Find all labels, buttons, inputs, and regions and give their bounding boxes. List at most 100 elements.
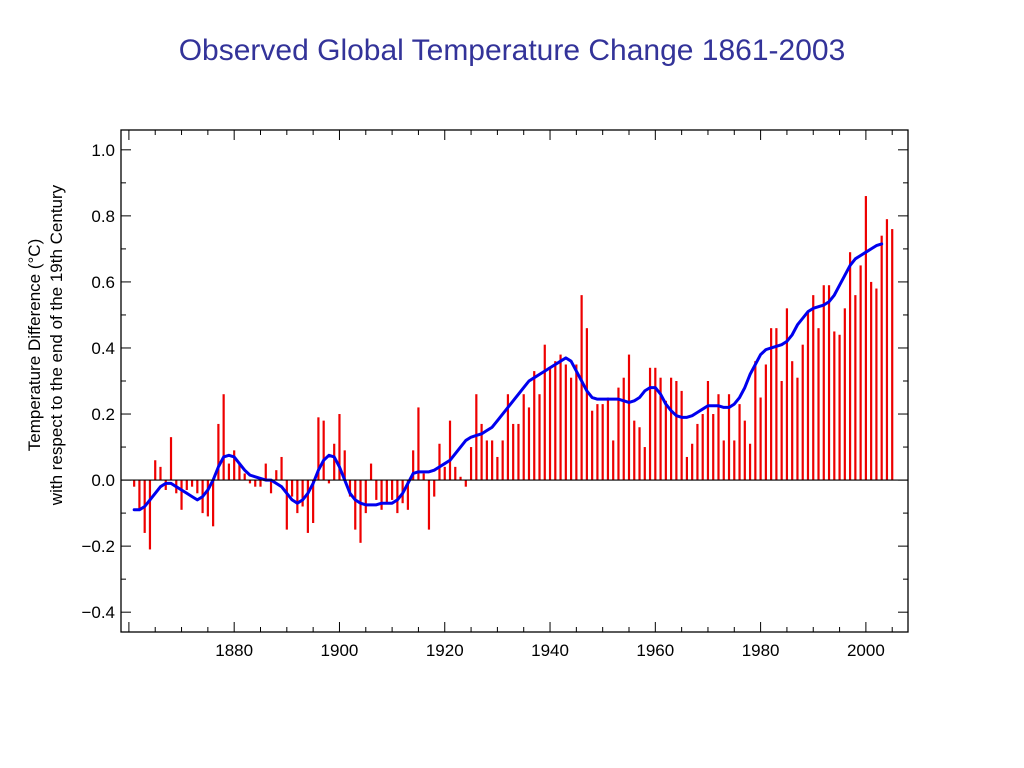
- bar-1935: [522, 394, 525, 481]
- bar-1893: [301, 480, 304, 507]
- y-tick-label: 0.2: [91, 405, 115, 424]
- bar-1862: [138, 480, 141, 510]
- bar-1891: [290, 480, 294, 497]
- bar-1923: [459, 476, 462, 481]
- bar-2001: [870, 281, 873, 481]
- bar-1981: [764, 364, 767, 481]
- bar-1952: [612, 440, 615, 481]
- bar-1877: [217, 423, 220, 481]
- bar-1883: [248, 480, 252, 484]
- bar-1896: [317, 417, 320, 481]
- bar-1918: [433, 480, 436, 497]
- bar-1897: [322, 420, 325, 481]
- bar-1974: [727, 394, 731, 481]
- x-tick-label: 2000: [847, 641, 885, 660]
- bar-1872: [190, 480, 194, 487]
- bar-1950: [601, 404, 604, 481]
- bar-1995: [838, 334, 841, 481]
- bar-1945: [575, 364, 578, 481]
- y-tick-label: 0.8: [91, 207, 115, 226]
- bar-1932: [506, 394, 510, 481]
- bar-1924: [464, 480, 467, 487]
- bar-1894: [306, 480, 309, 533]
- bar-1971: [712, 414, 715, 481]
- bar-1967: [691, 443, 694, 481]
- bar-1937: [533, 371, 536, 481]
- bar-1884: [254, 480, 257, 487]
- bar-1996: [843, 308, 846, 481]
- bar-1871: [185, 480, 188, 490]
- bar-1955: [627, 354, 631, 481]
- bar-1973: [722, 440, 725, 481]
- bar-1976: [738, 404, 741, 481]
- bar-1873: [196, 480, 199, 494]
- bar-1919: [438, 443, 441, 481]
- y-axis-title: Temperature Difference (°C) with respect…: [25, 184, 66, 506]
- bar-1954: [622, 377, 625, 481]
- bar-1941: [554, 361, 557, 481]
- bar-1964: [675, 381, 678, 481]
- bars-layer: [133, 196, 894, 550]
- bar-1934: [517, 423, 520, 481]
- bar-1917: [427, 480, 431, 530]
- y-tick-label: 1.0: [91, 141, 115, 160]
- bar-2002: [875, 288, 878, 481]
- bar-1892: [296, 480, 299, 514]
- y-axis-title-line2: with respect to the end of the 19th Cent…: [47, 184, 66, 506]
- bar-1972: [717, 394, 720, 481]
- bar-1961: [659, 377, 662, 481]
- bar-1925: [469, 447, 473, 481]
- bar-1947: [585, 328, 588, 481]
- bar-1879: [227, 463, 231, 481]
- bar-1904: [359, 480, 362, 543]
- bar-1940: [548, 367, 552, 481]
- bar-1929: [491, 440, 494, 481]
- y-tick-label: 0.4: [91, 339, 115, 358]
- bar-1880: [233, 450, 236, 481]
- bar-1966: [685, 456, 688, 481]
- bar-2000: [864, 196, 867, 481]
- bar-1988: [801, 344, 804, 481]
- bar-2005: [891, 229, 894, 481]
- bar-1957: [638, 427, 641, 481]
- bar-1960: [654, 367, 657, 481]
- x-tick-label: 1920: [426, 641, 464, 660]
- bar-1908: [380, 480, 383, 510]
- bar-1898: [327, 480, 331, 484]
- axes-layer: 1880 1900 1920 1940 1960 1980 2000 −0.4 −0.2 0.0 0…: [81, 129, 909, 660]
- bar-1982: [770, 328, 773, 481]
- bar-1906: [369, 463, 373, 481]
- bar-1942: [559, 354, 562, 481]
- bar-1987: [796, 377, 799, 481]
- bar-1946: [580, 295, 583, 481]
- bar-1881: [238, 463, 241, 481]
- slide-title: Observed Global Temperature Change 1861-…: [178, 34, 846, 67]
- bar-1978: [748, 443, 752, 481]
- bar-1965: [680, 390, 683, 481]
- x-tick-label: 1900: [321, 641, 359, 660]
- bar-1975: [733, 440, 736, 481]
- bar-1889: [280, 456, 283, 481]
- bar-1943: [564, 364, 567, 481]
- bar-1939: [543, 344, 546, 481]
- bar-1951: [606, 397, 610, 481]
- bar-1886: [264, 463, 267, 481]
- bar-1868: [169, 437, 173, 481]
- bar-1927: [480, 423, 483, 481]
- bar-1899: [333, 443, 336, 481]
- x-tick-label: 1980: [742, 641, 780, 660]
- bar-1980: [759, 397, 762, 481]
- bar-1921: [448, 420, 452, 481]
- bar-1865: [154, 460, 157, 481]
- x-tick-label: 1940: [531, 641, 569, 660]
- bar-1953: [617, 387, 620, 481]
- bar-1909: [385, 480, 388, 504]
- bar-1914: [412, 450, 415, 481]
- bar-1958: [643, 447, 646, 481]
- bar-1931: [501, 440, 504, 481]
- bar-1870: [180, 480, 183, 510]
- bar-1916: [422, 473, 425, 481]
- bar-1949: [596, 404, 599, 481]
- bar-2003: [880, 235, 883, 481]
- bar-1963: [670, 377, 673, 481]
